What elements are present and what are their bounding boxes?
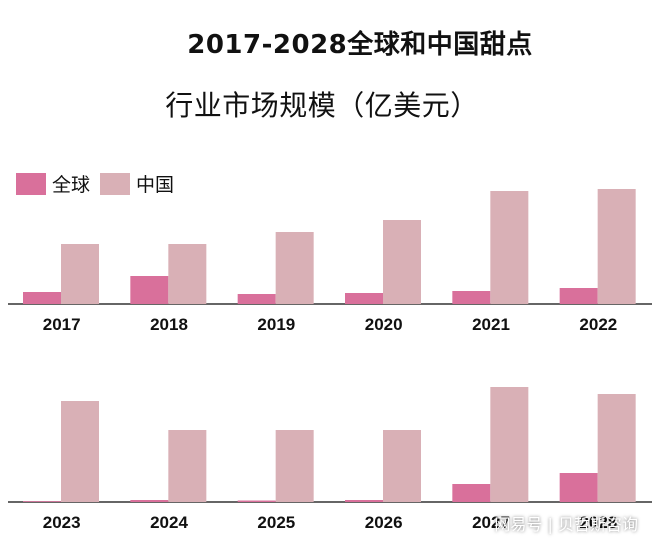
bar-china-2018 xyxy=(168,244,207,304)
bar-china-2023 xyxy=(61,401,99,502)
chart-title-line1: 2017-2028全球和中国甜点 xyxy=(187,30,533,60)
legend-label-china: 中国 xyxy=(136,174,175,196)
bar-china-2024 xyxy=(168,430,207,502)
bar-china-2028 xyxy=(597,394,636,502)
bar-china-2020 xyxy=(383,220,421,304)
x-tick-label-2024: 2024 xyxy=(150,513,188,532)
bar-global-2026 xyxy=(345,500,383,502)
legend-item-china: 中国 xyxy=(100,170,174,197)
bar-global-2018 xyxy=(130,276,169,304)
bar-china-2017 xyxy=(61,244,99,304)
bar-global-2023 xyxy=(23,501,61,502)
bar-china-2027 xyxy=(490,387,529,502)
x-tick-label-2018: 2018 xyxy=(150,315,188,334)
bar-global-2017 xyxy=(23,292,61,304)
bar-global-2020 xyxy=(345,293,383,304)
bar-global-2027 xyxy=(452,484,491,502)
watermark: 网易号 | 贝哲斯咨询 xyxy=(494,515,638,534)
x-tick-label-2025: 2025 xyxy=(257,513,295,532)
legend-label-global: 全球 xyxy=(52,174,91,196)
x-tick-label-2020: 2020 xyxy=(365,315,403,334)
legend: 全球 中国 xyxy=(16,170,174,197)
x-tick-label-2028: 2028 xyxy=(579,513,617,532)
x-tick-label-2022: 2022 xyxy=(579,315,617,334)
x-tick-label-2017: 2017 xyxy=(43,315,81,334)
x-tick-label-2019: 2019 xyxy=(257,315,295,334)
legend-item-global: 全球 xyxy=(16,170,90,197)
x-tick-label-2021: 2021 xyxy=(472,315,510,334)
bar-china-2025 xyxy=(275,430,314,502)
x-tick-label-2027: 2027 xyxy=(472,513,510,532)
bar-china-2026 xyxy=(383,430,421,502)
bar-global-2024 xyxy=(130,500,169,502)
bar-china-2019 xyxy=(275,232,314,304)
legend-swatch-china xyxy=(100,172,131,195)
bar-global-2025 xyxy=(237,500,276,502)
bar-global-2021 xyxy=(452,291,491,304)
bar-china-2021 xyxy=(490,191,529,304)
bar-global-2019 xyxy=(237,294,276,304)
bar-global-2028 xyxy=(559,473,598,502)
bar-global-2022 xyxy=(559,288,598,304)
x-tick-label-2026: 2026 xyxy=(365,513,403,532)
chart-title-line2: 行业市场规模（亿美元） xyxy=(165,89,479,122)
legend-swatch-global xyxy=(16,172,46,195)
x-tick-label-2023: 2023 xyxy=(43,513,81,532)
bar-china-2022 xyxy=(597,189,636,304)
